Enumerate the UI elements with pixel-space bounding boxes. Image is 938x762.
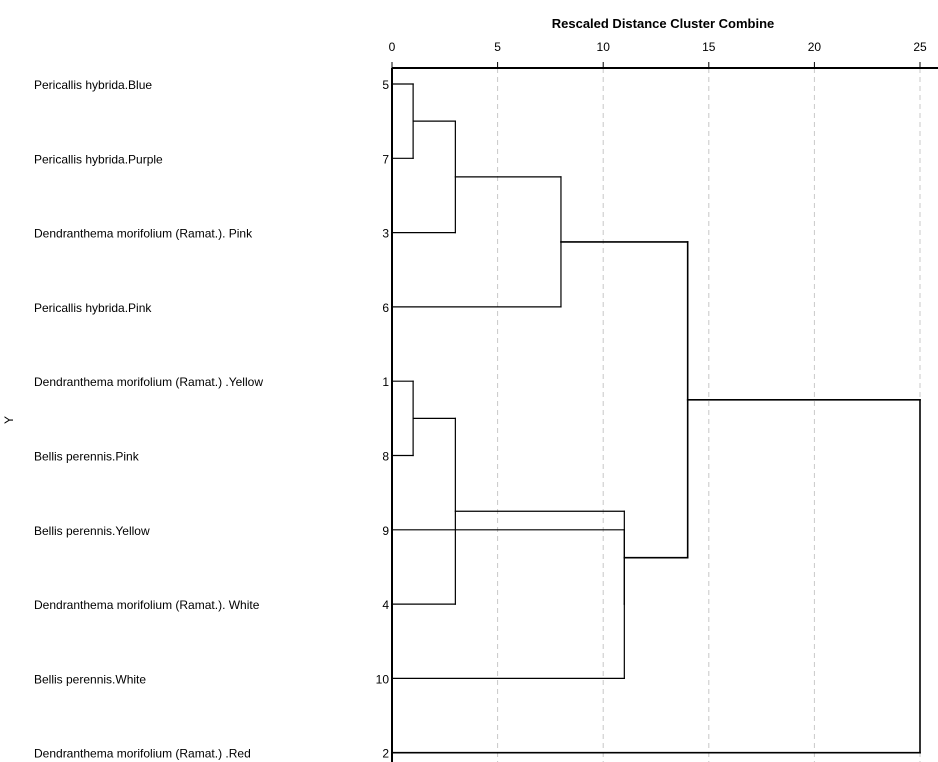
leaf-label: Dendranthema morifolium (Ramat.) .Yellow: [34, 375, 263, 389]
x-tick-label: 5: [494, 40, 501, 54]
leaf-case-number: 3: [382, 227, 389, 241]
leaf-case-number: 10: [376, 672, 390, 686]
leaf-label: Bellis perennis.White: [34, 672, 146, 686]
x-tick-label: 10: [597, 40, 611, 54]
leaf-case-number: 9: [382, 524, 389, 538]
leaf-case-number: 7: [382, 152, 389, 166]
grid-lines: [497, 68, 921, 762]
leaf-label: Dendranthema morifolium (Ramat.). White: [34, 598, 260, 612]
x-tick-label: 20: [808, 40, 822, 54]
leaf-case-number: 8: [382, 450, 389, 464]
x-tick-label: 15: [702, 40, 716, 54]
leaf-case-number: 2: [382, 747, 389, 761]
x-tick-label: 0: [389, 40, 396, 54]
x-tick-label: 25: [913, 40, 927, 54]
leaf-case-number: 4: [382, 598, 389, 612]
leaf-label: Pericallis hybrida.Purple: [34, 152, 163, 166]
y-axis-label: Y: [2, 416, 16, 424]
leaf-label: Bellis perennis.Yellow: [34, 524, 150, 538]
leaf-case-number: 6: [382, 301, 389, 315]
leaf-case-number: 5: [382, 78, 389, 92]
leaf-label: Pericallis hybrida.Pink: [34, 301, 152, 315]
x-axis: 0 5 10 15 20 25: [389, 40, 938, 762]
leaf-case-number: 1: [382, 375, 389, 389]
leaf-label: Dendranthema morifolium (Ramat.). Pink: [34, 227, 253, 241]
leaf-labels: Pericallis hybrida.Blue 5 Pericallis hybri…: [34, 78, 389, 761]
leaf-label: Bellis perennis.Pink: [34, 450, 140, 464]
dendrogram-branches: [391, 83, 921, 754]
leaf-label: Pericallis hybrida.Blue: [34, 78, 152, 92]
chart-title: Rescaled Distance Cluster Combine: [552, 16, 775, 31]
leaf-label: Dendranthema morifolium (Ramat.) .Red: [34, 747, 251, 761]
